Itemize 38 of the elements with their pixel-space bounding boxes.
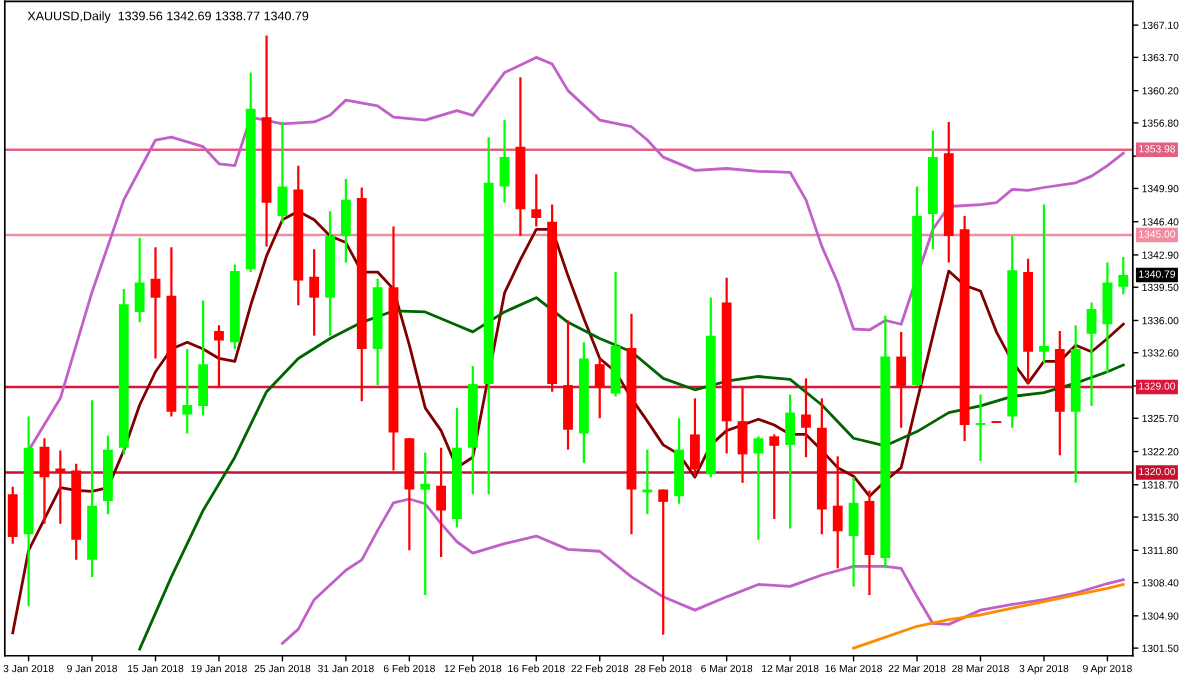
candlestick — [531, 173, 542, 228]
line-series — [852, 583, 1125, 650]
candlestick — [309, 248, 320, 337]
candlestick — [1102, 261, 1113, 374]
candlestick — [848, 476, 859, 588]
candlestick — [594, 357, 605, 420]
candlestick — [182, 347, 193, 435]
candlestick — [1039, 203, 1049, 365]
candlestick — [134, 236, 145, 324]
candlestick — [1118, 255, 1129, 296]
candlestick — [690, 397, 700, 478]
line-series — [11, 209, 1125, 635]
candlestick — [39, 437, 50, 525]
line-series — [27, 56, 1125, 452]
candlestick — [785, 393, 796, 530]
line-series — [138, 296, 1125, 651]
candlestick — [801, 377, 811, 459]
candlestick — [277, 120, 288, 224]
candlestick — [658, 488, 669, 636]
candlestick — [975, 393, 986, 463]
candlestick — [499, 118, 510, 204]
candlestick — [896, 330, 907, 429]
candlestick — [769, 433, 780, 521]
candlestick — [1086, 301, 1097, 408]
candlestick — [214, 324, 224, 389]
candlestick — [436, 446, 447, 559]
candlestick — [7, 485, 18, 545]
candlestick — [832, 455, 843, 570]
candlestick — [737, 386, 748, 484]
line-series — [281, 497, 1125, 645]
candlestick — [420, 451, 431, 597]
candlestick — [674, 417, 684, 505]
candlestick — [753, 435, 764, 541]
candlestick — [563, 319, 573, 451]
candlestick — [340, 177, 351, 264]
candlestick — [198, 299, 209, 417]
candlestick — [610, 270, 621, 398]
candlestick — [150, 246, 161, 360]
